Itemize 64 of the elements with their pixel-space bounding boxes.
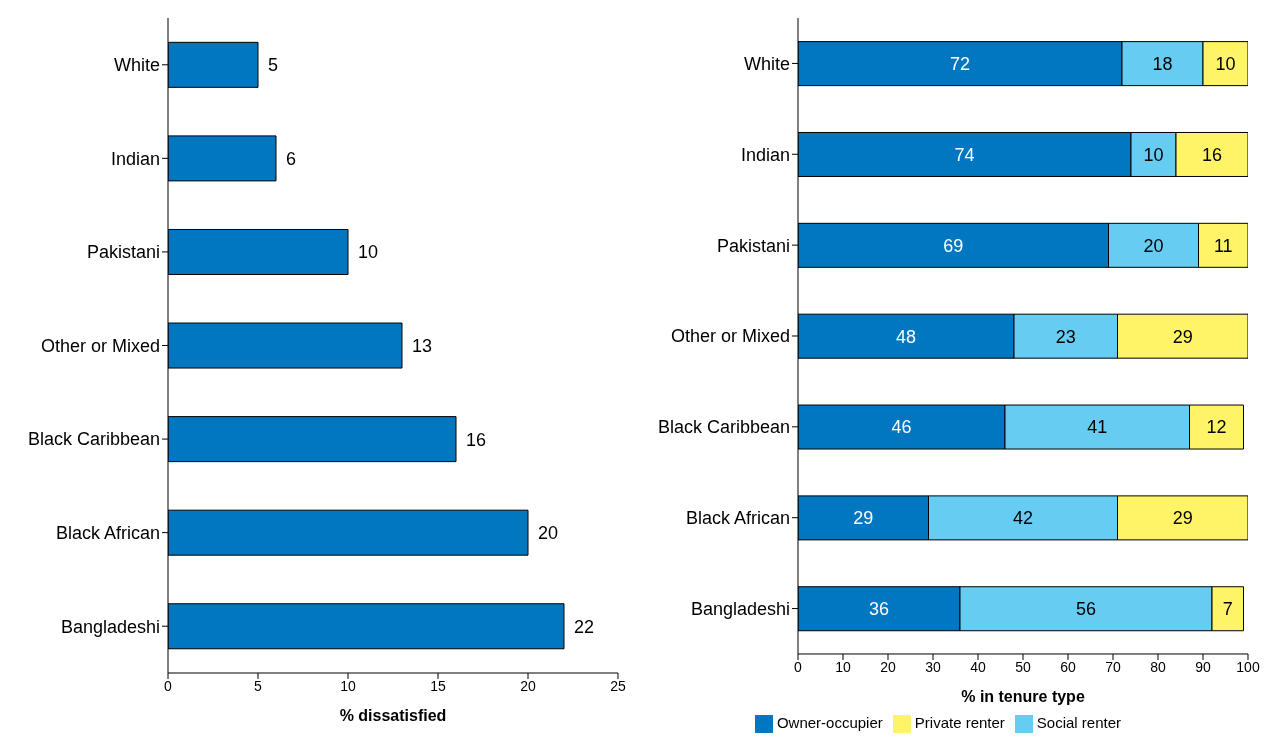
x-tick-label: 25	[610, 677, 626, 694]
x-tick-label: 5	[254, 677, 263, 694]
y-tick-label: Other or Mixed	[670, 326, 790, 347]
data-label: 10	[1215, 54, 1236, 75]
data-label: 29	[853, 508, 874, 529]
data-label: 23	[1055, 326, 1076, 347]
data-label: 5	[268, 55, 279, 76]
data-label: 48	[895, 326, 917, 347]
y-tick-label: Bangladeshi	[60, 616, 160, 637]
y-tick-label: Pakistani	[716, 235, 790, 256]
legend-label: Owner-occupier	[776, 713, 883, 731]
legend-label: Private renter	[914, 713, 1005, 731]
y-tick-label: White	[113, 55, 160, 76]
data-label: 29	[1172, 326, 1193, 347]
y-tick-label: Indian	[110, 148, 160, 169]
y-tick-label: Pakistani	[86, 242, 160, 263]
data-label: 16	[466, 429, 487, 450]
data-label: 10	[1143, 144, 1164, 165]
data-label: 20	[1143, 235, 1164, 256]
x-tick-label: 50	[1015, 658, 1031, 675]
data-label: 20	[538, 523, 559, 544]
x-tick-label: 10	[835, 658, 851, 675]
data-label: 29	[1172, 508, 1193, 529]
x-tick-label: 0	[164, 677, 173, 694]
data-label: 13	[412, 335, 433, 356]
data-label: 16	[1201, 144, 1223, 165]
y-tick-label: Indian	[740, 144, 790, 165]
x-tick-label: 100	[1236, 658, 1260, 675]
data-label: 41	[1087, 417, 1108, 438]
x-tick-label: 10	[340, 677, 356, 694]
data-label: 7	[1222, 599, 1233, 620]
y-tick-label: Black Caribbean	[657, 417, 790, 438]
data-label: 18	[1152, 54, 1173, 75]
data-label: 36	[868, 599, 890, 620]
data-label: 10	[358, 242, 379, 263]
data-label: 42	[1012, 508, 1034, 529]
data-label: 6	[286, 148, 297, 169]
x-tick-label: 20	[880, 658, 896, 675]
data-label: 12	[1206, 417, 1227, 438]
x-tick-label: 30	[925, 658, 941, 675]
legend-label: Social renter	[1036, 713, 1122, 731]
x-tick-label: 20	[520, 677, 536, 694]
x-tick-label: 80	[1150, 658, 1166, 675]
y-tick-label: Bangladeshi	[690, 598, 790, 619]
data-label: 11	[1213, 235, 1233, 256]
x-tick-label: 40	[970, 658, 986, 675]
data-label: 74	[954, 144, 975, 165]
data-label: 69	[943, 235, 964, 256]
data-label: 46	[891, 417, 912, 438]
y-tick-label: Black Caribbean	[27, 429, 160, 450]
x-tick-label: 70	[1105, 658, 1121, 675]
y-tick-label: White	[743, 53, 790, 74]
y-tick-label: Other or Mixed	[40, 335, 160, 356]
data-label: 72	[949, 54, 971, 75]
x-tick-label: 0	[794, 658, 803, 675]
data-label: 56	[1075, 599, 1097, 620]
x-tick-label: 90	[1195, 658, 1211, 675]
x-axis-title: % in tenure type	[961, 687, 1085, 705]
x-tick-label: 60	[1060, 658, 1076, 675]
x-axis-title: % dissatisfied	[339, 707, 447, 724]
data-label: 22	[574, 616, 595, 637]
x-tick-label: 15	[430, 677, 446, 694]
y-tick-label: Black African	[55, 523, 160, 544]
y-tick-label: Black African	[685, 508, 790, 529]
